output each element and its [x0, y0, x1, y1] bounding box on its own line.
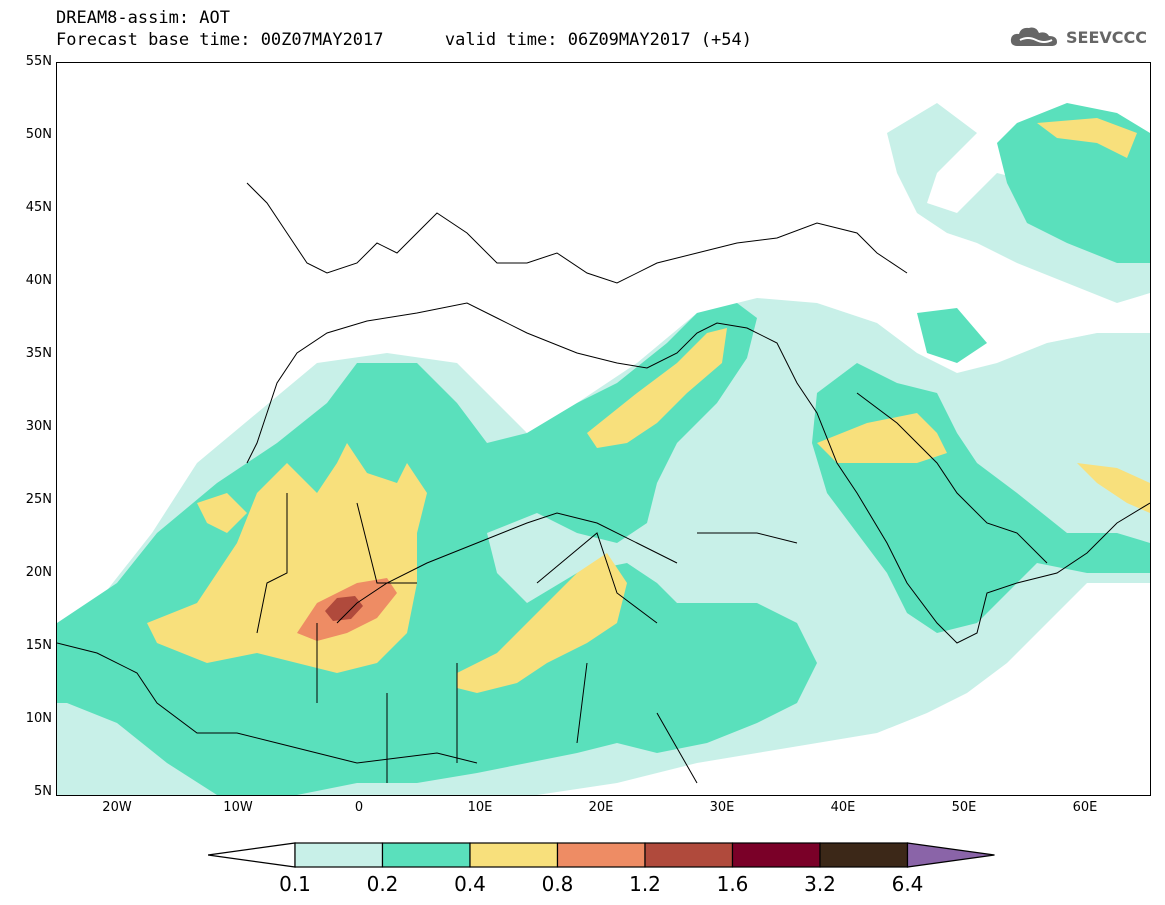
lon-tick: 0 — [354, 800, 364, 815]
colorbar-swatch — [731, 842, 821, 868]
colorbar-swatch — [556, 842, 646, 868]
colorbar-swatch — [469, 842, 559, 868]
lon-tick: 20W — [102, 800, 132, 815]
lat-tick: 40N — [25, 273, 52, 288]
chart-title: DREAM8-assim: AOT — [56, 8, 230, 28]
lat-tick: 45N — [25, 200, 52, 215]
colorbar-label: 0.1 — [279, 872, 311, 896]
lon-tick: 10E — [467, 800, 493, 815]
lat-tick: 25N — [25, 492, 52, 507]
lat-tick: 5N — [34, 784, 52, 799]
lon-tick: 60E — [1072, 800, 1098, 815]
lat-tick: 15N — [25, 638, 52, 653]
lon-tick: 10W — [223, 800, 253, 815]
colorbar-swatch — [819, 842, 909, 868]
colorbar-label: 6.4 — [891, 872, 924, 896]
lat-tick: 10N — [25, 711, 52, 726]
colorbar-label: 0.8 — [541, 872, 574, 896]
coastlines — [57, 182, 1150, 784]
colorbar-swatch — [381, 842, 471, 868]
colorbar-swatch — [644, 842, 734, 868]
lon-tick: 30E — [709, 800, 735, 815]
aot-layer-1-2 — [325, 596, 363, 621]
lat-tick: 35N — [25, 346, 52, 361]
logo-text: SEEVCCC — [1066, 27, 1147, 47]
lon-tick: 50E — [951, 800, 977, 815]
colorbar-label: 0.4 — [454, 872, 486, 896]
aot-map — [57, 103, 1150, 795]
cloud-logo-icon — [1010, 27, 1057, 46]
colorbar-arrow-low — [208, 842, 296, 868]
colorbar-label: 0.2 — [366, 872, 399, 896]
map-area — [56, 62, 1151, 796]
lat-tick: 20N — [25, 565, 52, 580]
colorbar-label: 3.2 — [804, 872, 836, 896]
lon-tick: 20E — [588, 800, 614, 815]
colorbar-label: 1.6 — [716, 872, 749, 896]
lat-tick: 55N — [25, 54, 52, 69]
colorbar-label: 1.2 — [629, 872, 661, 896]
colorbar — [208, 842, 995, 868]
colorbar-arrow-high — [906, 842, 995, 868]
chart-subtitle: Forecast base time: 00Z07MAY2017 valid t… — [56, 30, 752, 50]
lat-tick: 30N — [25, 419, 52, 434]
lat-tick: 50N — [25, 127, 52, 142]
lon-tick: 40E — [830, 800, 856, 815]
seevccc-logo: SEEVCCC — [1008, 24, 1147, 50]
colorbar-swatches — [208, 842, 995, 868]
colorbar-swatch — [294, 842, 384, 868]
